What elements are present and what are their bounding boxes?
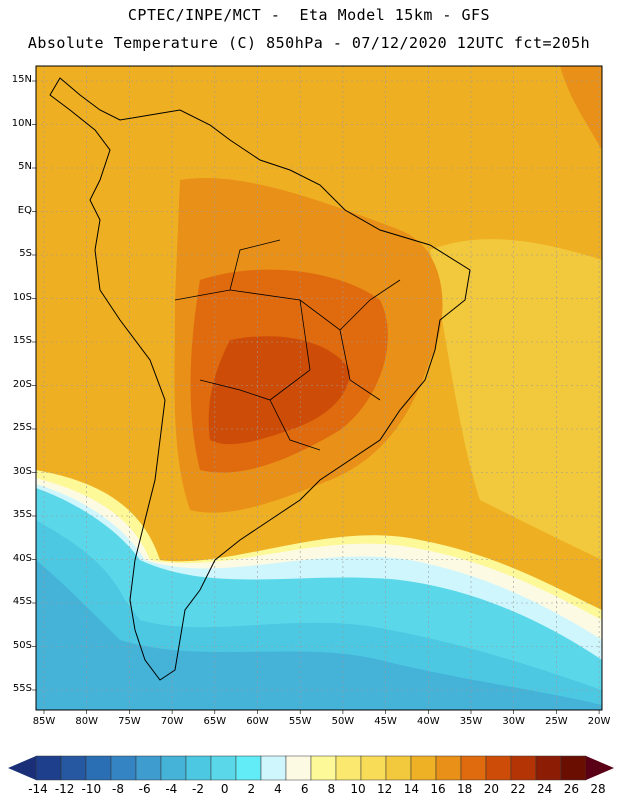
colorbar-label: 28 (590, 782, 606, 796)
latitude-label: 55S (12, 683, 32, 694)
latitude-label: 45S (12, 596, 32, 607)
band-neg2c (36, 560, 602, 710)
map-frame (35, 65, 603, 711)
colorbar-swatch (235, 755, 262, 781)
colorbar-label: -6 (138, 782, 151, 796)
colorbar-label: -12 (54, 782, 75, 796)
colorbar-swatch (460, 755, 487, 781)
longitude-label: 35W (459, 716, 483, 727)
latitude-label: 20S (12, 378, 32, 390)
band-14c-atlantic (430, 239, 602, 560)
colorbar-swatch (160, 755, 187, 781)
colorbar-label: 10 (350, 782, 366, 796)
latitude-label: 30S (12, 465, 32, 477)
colorbar-swatch (510, 755, 537, 781)
colorbar-swatch (110, 755, 137, 781)
latitude-label: 25S (12, 422, 32, 433)
longitude-label: 20W (587, 716, 611, 727)
colorbar-swatch (360, 755, 387, 781)
latitude-label: 15N (11, 74, 32, 85)
band-24c-land (208, 336, 350, 445)
colorbar-label: 26 (563, 782, 579, 796)
colorbar-label: -2 (192, 782, 204, 796)
colorbar-label: 20 (483, 782, 499, 796)
colorbar-low-arrow (8, 756, 36, 780)
colorbar-label: 22 (510, 782, 526, 796)
colorbar-label: 6 (300, 782, 309, 796)
colorbar-swatch (35, 755, 62, 781)
colorbar-label: 0 (220, 782, 229, 796)
colorbar-label: 14 (403, 782, 419, 796)
latitude-label: EQ (17, 204, 32, 216)
colorbar-label: -14 (28, 782, 48, 796)
longitude-label: 70W (160, 716, 184, 727)
colorbar-swatch (535, 755, 562, 781)
graticule (32, 66, 602, 714)
colorbar (8, 755, 614, 781)
colorbar-swatch (185, 755, 212, 781)
longitude-label: 80W (75, 716, 98, 727)
colorbar-swatch (385, 755, 412, 781)
longitude-label: 50W (331, 716, 355, 727)
longitude-label: 30W (502, 716, 525, 727)
colorbar-label: -8 (112, 782, 124, 796)
latitude-label: 40S (12, 552, 32, 564)
colorbar-label: 16 (430, 782, 446, 796)
coastline (49, 77, 471, 681)
colorbar-label: 18 (457, 782, 473, 796)
country-borders (174, 239, 401, 451)
colorbar-label: -10 (81, 782, 102, 796)
colorbar-label: 8 (327, 782, 336, 796)
longitude-label: 85W (32, 716, 56, 727)
colorbar-swatch (260, 755, 287, 781)
colorbar-label: 24 (537, 782, 553, 796)
colorbar-label: 12 (377, 782, 393, 796)
longitude-label: 45W (374, 716, 397, 727)
longitude-label: 55W (288, 716, 312, 727)
latitude-label: 15S (12, 335, 32, 346)
colorbar-label: -4 (165, 782, 178, 796)
colorbar-swatch (210, 755, 237, 781)
colorbar-swatch (60, 755, 87, 781)
longitude-label: 75W (118, 716, 141, 727)
band-20c-ne (560, 66, 602, 150)
longitude-label: 65W (203, 716, 227, 727)
colorbar-swatch (410, 755, 437, 781)
colorbar-swatch (435, 755, 462, 781)
temperature-field (36, 66, 602, 710)
colorbar-label: 4 (274, 782, 282, 796)
colorbar-swatch (85, 755, 112, 781)
colorbar-swatch (485, 755, 512, 781)
latitude-label: 5S (19, 248, 32, 259)
colorbar-swatch (285, 755, 312, 781)
latitude-label: 35S (12, 509, 32, 520)
latitude-label: 50S (12, 639, 32, 651)
title-line-2: Absolute Temperature (C) 850hPa - 07/12/… (27, 34, 591, 52)
longitude-label: 25W (545, 716, 568, 727)
colorbar-swatch (310, 755, 337, 781)
colorbar-label: 2 (247, 782, 256, 796)
latitude-label: 10N (11, 117, 32, 129)
colorbar-swatch (560, 755, 587, 781)
title-line-1: CPTEC/INPE/MCT - Eta Model 15km - GFS (127, 6, 491, 24)
latitude-label: 5N (18, 161, 32, 172)
longitude-label: 60W (246, 716, 269, 727)
longitude-label: 40W (416, 716, 440, 727)
colorbar-swatch (335, 755, 362, 781)
latitude-label: 10S (12, 291, 32, 303)
colorbar-swatch (135, 755, 162, 781)
colorbar-high-arrow (586, 756, 614, 780)
